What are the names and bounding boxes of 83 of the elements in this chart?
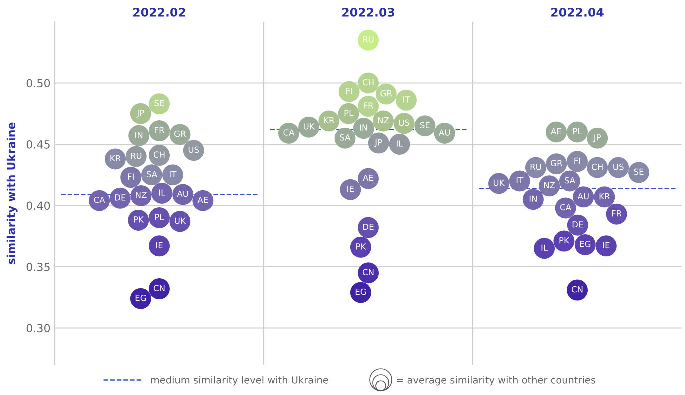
series-label: CN — [362, 269, 374, 276]
series-label: GR — [174, 130, 186, 138]
series-label: AU — [439, 130, 450, 136]
series-label: DE — [115, 194, 126, 201]
series-label: SA — [146, 171, 158, 178]
x-tick-label: 2022.03 — [342, 8, 394, 17]
series-label: AE — [198, 197, 208, 204]
series-label: DE — [363, 224, 374, 230]
series-label: AU — [578, 193, 589, 200]
series-label: IN — [530, 196, 537, 202]
series-label: IN — [136, 132, 143, 138]
text: = average similarity with other countries — [397, 376, 596, 386]
series-label: RU — [530, 164, 542, 170]
y-tick-label: 0.30 — [26, 324, 50, 333]
series-label: IT — [404, 96, 410, 103]
series-label: PK — [560, 238, 570, 244]
series-label: IE — [603, 242, 610, 248]
series-label: FR — [364, 102, 374, 109]
series-label: SA — [340, 134, 351, 141]
series-label: US — [614, 164, 624, 170]
series-label: IE — [156, 242, 163, 248]
series-label: PL — [344, 110, 354, 116]
series-label: PL — [155, 214, 164, 220]
y-axis-title: similarity with Ukraine — [6, 122, 18, 264]
series-label: FI — [346, 88, 352, 94]
series-label: GR — [380, 90, 392, 97]
series-label: GR — [550, 160, 563, 167]
series-label: CH — [592, 164, 603, 170]
series-label: EG — [356, 288, 366, 296]
series-label: SE — [154, 100, 164, 106]
series-label: KR — [110, 155, 121, 162]
series-label: SA — [564, 177, 576, 184]
series-label: KR — [324, 117, 335, 124]
series-label: US — [188, 146, 200, 154]
series-label: PL — [573, 128, 582, 135]
series-label: AE — [363, 175, 374, 182]
series-label: FI — [128, 174, 134, 180]
series-label: PK — [134, 216, 144, 223]
series-label: RU — [363, 36, 374, 43]
series-label: AE — [551, 128, 562, 135]
series-label: IL — [159, 190, 166, 196]
x-tick-label: 2022.04 — [552, 8, 604, 17]
series-label: JP — [593, 134, 602, 142]
series-label: FR — [612, 210, 622, 217]
series-label: SE — [634, 168, 644, 176]
series-label: NZ — [544, 182, 556, 188]
series-label: IL — [542, 244, 548, 251]
series-label: EG — [580, 241, 591, 248]
series-label: JP — [374, 140, 382, 148]
series-label: CN — [572, 286, 583, 293]
series-label: CA — [94, 196, 106, 204]
series-label: NZ — [136, 192, 147, 198]
series-label: IT — [170, 171, 177, 178]
series-label: IT — [516, 177, 524, 184]
y-tick-label: 0.40 — [26, 202, 50, 210]
series-label: UK — [494, 180, 505, 186]
series-label: UK — [304, 124, 316, 130]
series-label: EG — [136, 294, 146, 302]
series-label: US — [399, 120, 410, 126]
series-label: UK — [175, 218, 186, 224]
series-label: CH — [362, 79, 374, 86]
series-label: FI — [574, 158, 580, 164]
series-label: DE — [572, 222, 584, 228]
y-tick-label: 0.50 — [26, 79, 50, 88]
series-label: CA — [560, 204, 572, 211]
series-label: IE — [348, 186, 354, 192]
series-label: IL — [397, 140, 404, 147]
y-tick-label: 0.45 — [26, 140, 50, 149]
series-label: CN — [154, 285, 165, 292]
series-label: RU — [131, 152, 142, 160]
series-label: KR — [600, 193, 610, 200]
legend-label: medium similarity level with Ukraine — [151, 376, 328, 386]
series-label: CH — [154, 152, 165, 158]
series-label: FR — [155, 127, 165, 134]
series-label: JP — [136, 110, 144, 118]
series-label: NZ — [378, 117, 390, 124]
series-label: CA — [284, 130, 295, 136]
series-label: IN — [360, 124, 368, 131]
y-tick-label: 0.35 — [26, 262, 50, 272]
x-tick-label: 2022.02 — [134, 8, 186, 17]
series-label: SE — [420, 122, 430, 129]
series-label: PK — [356, 244, 366, 250]
series-label: AU — [177, 190, 188, 198]
